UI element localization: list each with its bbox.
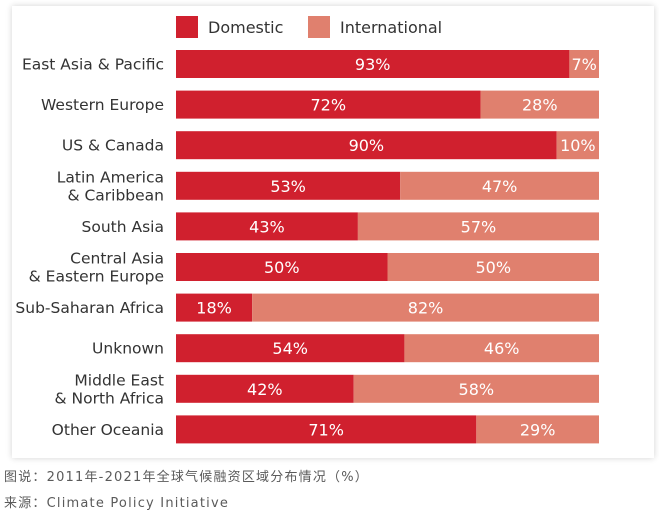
data-label-international: 29% (520, 420, 556, 439)
bar-international (404, 334, 599, 363)
category-label: South Asia (82, 218, 164, 236)
legend-swatch-international (308, 16, 330, 38)
bar-domestic (176, 131, 557, 160)
legend-label-domestic: Domestic (208, 18, 283, 37)
category-label: Sub-Saharan Africa (15, 299, 164, 317)
category-label: Latin America & Caribbean (57, 168, 164, 204)
category-label: East Asia & Pacific (22, 56, 164, 74)
category-label: Unknown (92, 340, 164, 358)
data-label-domestic: 90% (349, 136, 385, 155)
data-label-domestic: 53% (270, 177, 306, 196)
bar-domestic (176, 334, 405, 363)
bar-international (476, 415, 599, 444)
bar-international (353, 374, 599, 403)
bar-international (480, 90, 599, 119)
bar-domestic (176, 90, 481, 119)
data-label-international: 7% (571, 55, 596, 74)
bar-domestic (176, 293, 253, 322)
figure-caption: 图说：2011年-2021年全球气候融资区域分布情况（%） (4, 470, 370, 485)
category-label: US & Canada (62, 137, 164, 155)
data-label-domestic: 54% (272, 339, 308, 358)
data-label-international: 46% (484, 339, 520, 358)
data-label-domestic: 42% (247, 380, 283, 399)
legend-swatch-domestic (176, 16, 198, 38)
data-label-domestic: 72% (310, 96, 346, 115)
category-label: Western Europe (41, 96, 164, 114)
bar-international (357, 212, 599, 241)
stacked-bar-chart: Domestic International East Asia & Pacific… (15, 16, 599, 444)
chart-panel: Domestic International East Asia & Pacific… (12, 6, 654, 458)
data-label-international: 50% (475, 258, 511, 277)
bar-international (387, 253, 599, 281)
category-label: Middle East & North Africa (55, 371, 165, 407)
bar-international (400, 171, 599, 200)
data-label-international: 57% (461, 217, 497, 236)
bar-domestic (176, 50, 570, 78)
data-label-domestic: 18% (196, 299, 232, 318)
source-caption: 来源：Climate Policy Initiative (4, 496, 230, 511)
data-label-international: 28% (522, 96, 558, 115)
category-label: Other Oceania (52, 421, 164, 439)
data-label-international: 58% (459, 380, 495, 399)
bar-domestic (176, 212, 358, 241)
bar-international (252, 293, 599, 322)
data-label-international: 47% (482, 177, 518, 196)
data-label-international: 10% (560, 136, 596, 155)
data-label-domestic: 43% (249, 217, 285, 236)
data-label-domestic: 50% (264, 258, 300, 277)
bar-international (569, 50, 599, 78)
data-label-domestic: 93% (355, 55, 391, 74)
legend-label-international: International (340, 18, 442, 37)
bar-domestic (176, 253, 388, 281)
bar-domestic (176, 374, 354, 403)
bar-domestic (176, 415, 477, 444)
bar-domestic (176, 171, 401, 200)
data-label-international: 82% (408, 299, 444, 318)
data-label-domestic: 71% (308, 420, 344, 439)
bar-international (556, 131, 599, 160)
category-label: Central Asia & Eastern Europe (29, 250, 164, 286)
